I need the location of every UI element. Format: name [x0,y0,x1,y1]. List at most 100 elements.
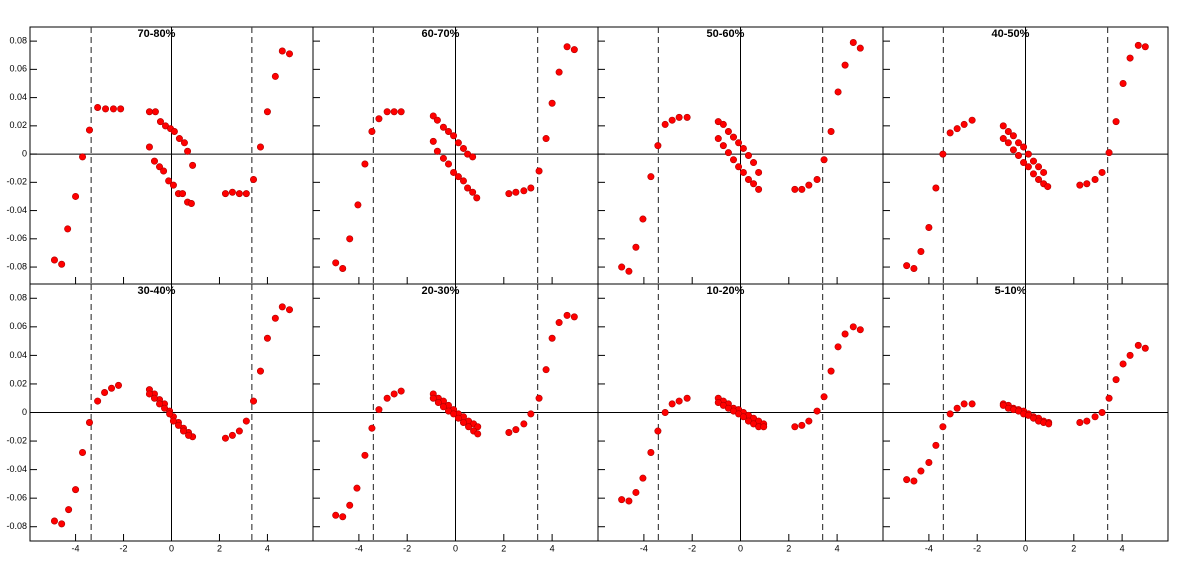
data-point [570,313,578,321]
data-point [429,137,437,145]
data-point [960,120,968,128]
data-point [535,167,543,175]
data-point [735,139,743,147]
data-point [798,421,806,429]
data-point [535,394,543,402]
data-point [474,423,482,431]
data-point [1004,127,1012,135]
x-tick-label: 0 [453,543,458,553]
data-point [548,99,556,107]
y-tick-label: -0.06 [6,233,27,243]
data-point [58,520,66,528]
data-point [169,181,177,189]
panel: -4 -2 0 2 4 5-10% [882,283,1169,553]
data-point [939,423,947,431]
data-point [639,215,647,223]
panel: -4 -2 0 2 4 20-30% [312,283,599,553]
data-point [1083,417,1091,425]
data-point [169,417,177,425]
data-point [1024,150,1032,158]
x-tick-label: 2 [786,543,791,553]
panel: 40-50% [882,26,1169,285]
data-point [383,108,391,116]
data-point [724,127,732,135]
panel-title: 20-30% [422,285,460,297]
data-point [235,427,243,435]
data-point [465,423,473,431]
y-tick-label: 0.08 [9,35,27,45]
x-tick-label: -2 [973,543,981,553]
data-point [953,404,961,412]
data-point [221,190,229,198]
data-point [50,517,58,525]
data-point [187,200,195,208]
data-point [647,173,655,181]
data-point [1044,183,1052,191]
data-point [968,116,976,124]
data-point [1119,360,1127,368]
data-point [1141,344,1149,352]
data-point [1020,159,1028,167]
data-point [332,259,340,267]
data-point [434,399,442,407]
data-point [160,167,168,175]
data-point [242,417,250,425]
data-point [668,400,676,408]
data-point [791,185,799,193]
data-point [910,264,918,272]
data-point [444,160,452,168]
data-point [542,366,550,374]
data-point [151,108,159,116]
data-point [79,448,87,456]
data-point [375,115,383,123]
data-point [450,410,458,418]
data-point [625,497,633,505]
x-tick-label: 4 [265,543,270,553]
data-point [285,306,293,314]
data-point [454,173,462,181]
data-point [932,184,940,192]
data-point [520,187,528,195]
data-point [856,326,864,334]
data-point [755,168,763,176]
x-tick-label: -2 [120,543,128,553]
data-point [1029,170,1037,178]
data-point [109,105,117,113]
data-point [714,135,722,143]
y-tick-label: 0 [22,407,27,417]
data-point [1141,43,1149,51]
data-point [474,430,482,438]
data-point [256,367,264,375]
x-tick-label: 0 [1023,543,1028,553]
panel: -0.08 -0.06 -0.04 -0.02 0 0.02 0.04 0.06 0.08 70-… [6,26,314,285]
x-tick-label: -2 [688,543,696,553]
data-point [65,506,73,514]
data-point [175,135,183,143]
data-point [791,423,799,431]
data-point [798,185,806,193]
data-point [339,513,347,521]
data-point [161,404,169,412]
data-point [917,248,925,256]
y-tick-label: -0.08 [6,521,27,531]
data-point [228,431,236,439]
data-point [179,427,187,435]
x-tick-label: 0 [738,543,743,553]
data-point [184,147,192,155]
data-point [1020,143,1028,151]
data-point [117,105,125,113]
data-point [960,400,968,408]
data-point [185,431,193,439]
data-point [683,113,691,121]
data-point [813,407,821,415]
panel: 60-70% [312,26,599,285]
data-point [1134,41,1142,49]
data-point [724,149,732,157]
data-point [459,177,467,185]
data-point [542,135,550,143]
data-point [1009,132,1017,140]
data-point [849,39,857,47]
data-point [827,127,835,135]
data-point [805,417,813,425]
data-point [368,424,376,432]
